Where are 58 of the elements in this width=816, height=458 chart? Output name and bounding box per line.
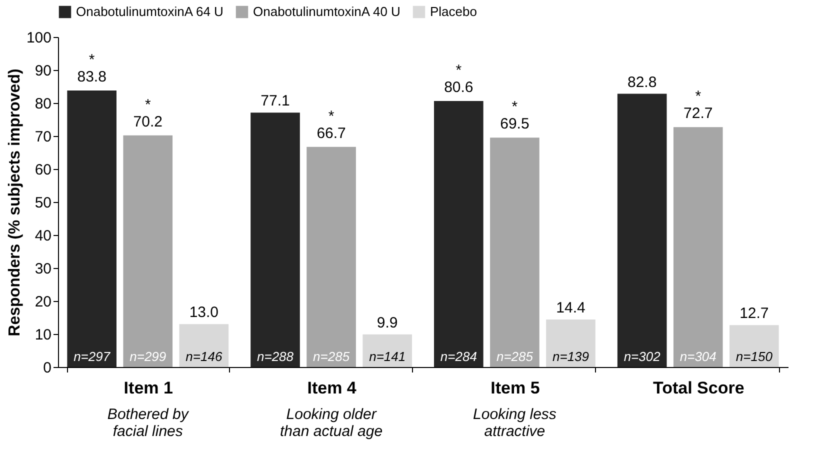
data-label: * 72.7 xyxy=(684,88,713,122)
data-label: 9.9 xyxy=(376,314,398,332)
bar xyxy=(434,101,484,367)
annotation: n=284 xyxy=(440,349,477,364)
bar xyxy=(730,325,779,367)
bar xyxy=(362,334,412,367)
x-tick-label: Item 5 xyxy=(490,378,540,398)
data-label: 13.0 xyxy=(189,304,219,322)
y-tick-label: 30 xyxy=(34,260,52,278)
annotation: n=285 xyxy=(496,349,534,364)
annotation: n=288 xyxy=(256,349,294,364)
annotation: n=302 xyxy=(624,349,662,364)
bar xyxy=(250,112,300,367)
data-label: * 66.7 xyxy=(316,108,346,142)
y-tick-label: 20 xyxy=(34,294,52,310)
data-label: 12.7 xyxy=(740,305,769,322)
y-tick-label: 50 xyxy=(34,194,52,212)
y-tick-label: 80 xyxy=(34,96,52,112)
annotation: n=146 xyxy=(186,349,223,364)
data-label: * 83.8 xyxy=(77,51,106,86)
legend-label: OnabotulinumtoxinA 64 U xyxy=(76,4,224,19)
bar xyxy=(673,127,723,367)
x-tick-label: Item 4 xyxy=(307,378,357,398)
y-tick-label: 60 xyxy=(34,162,52,178)
text: Looking older than actual age xyxy=(280,406,383,440)
y-tick-label: 100 xyxy=(26,30,52,46)
annotation: n=297 xyxy=(74,349,111,364)
y-tick-label: 40 xyxy=(34,228,52,244)
x-tick-label: Item 1 xyxy=(124,378,173,398)
bar xyxy=(490,138,540,367)
annotation: n=299 xyxy=(130,349,166,364)
bar xyxy=(123,135,173,367)
legend-label: OnabotulinumtoxinA 40 U xyxy=(253,4,400,19)
annotation: n=285 xyxy=(313,349,350,364)
x-tick-label: Total Score xyxy=(652,378,744,398)
text: Bothered by facial lines xyxy=(107,406,190,440)
data-label: * 80.6 xyxy=(444,62,474,96)
y-axis-title: Responders (% subjects improved) xyxy=(6,68,24,336)
data-label: 77.1 xyxy=(260,92,290,110)
annotation: n=139 xyxy=(552,349,590,364)
y-tick-label: 70 xyxy=(34,128,52,146)
bar xyxy=(67,90,116,367)
bar xyxy=(617,94,667,367)
annotation: n=150 xyxy=(736,349,774,364)
data-label: * 69.5 xyxy=(500,98,530,133)
text: Looking less attractive xyxy=(473,406,557,440)
y-tick-label: 10 xyxy=(34,326,52,344)
data-label: 14.4 xyxy=(556,299,586,316)
bar xyxy=(179,324,229,367)
y-tick-label: 90 xyxy=(34,62,52,80)
data-label: 82.8 xyxy=(627,74,657,91)
data-label: * 70.2 xyxy=(133,96,162,130)
bar xyxy=(306,146,356,367)
bar xyxy=(546,319,596,367)
legend-label: Placebo xyxy=(430,4,477,19)
y-tick-label: 0 xyxy=(43,360,52,376)
annotation: n=141 xyxy=(369,349,406,364)
annotation: n=304 xyxy=(680,349,716,364)
